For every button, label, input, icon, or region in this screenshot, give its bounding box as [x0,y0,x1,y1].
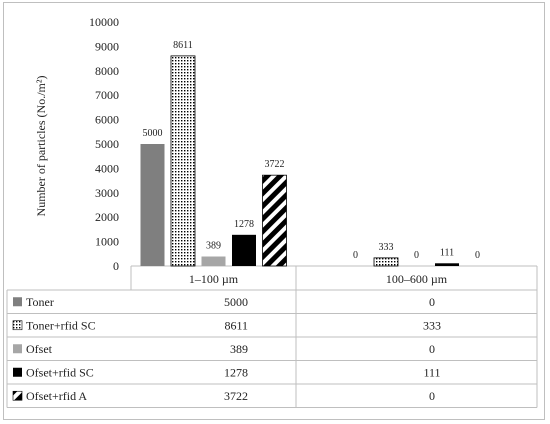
legend-swatch [12,320,23,331]
legend-label: Toner [26,295,54,309]
y-tick-label: 4000 [95,161,119,175]
legend-swatch [13,297,22,307]
legend-swatch [12,390,23,401]
legend-swatch [13,367,22,377]
bar-toner-rfid-sc [373,257,399,267]
data-label: 389 [206,241,221,252]
table-cell: 0 [429,295,435,309]
data-label: 0 [414,250,419,261]
data-label: 3722 [265,159,285,170]
table-cell: 0 [429,342,435,356]
data-label: 333 [379,242,394,253]
table-cell: 389 [230,342,248,356]
table-cell: 5000 [224,295,248,309]
bar-ofset-rfid-sc [232,234,256,266]
table-cell: 0 [429,389,435,403]
table-cell: 3722 [224,389,248,403]
data-label: 8611 [173,40,193,51]
legend-label: Ofset+rfid SC [26,365,94,379]
table-cell: 8611 [224,318,248,332]
chart-frame: Number of particles (No./m²) 0 1000 2000 30… [3,2,545,420]
legend-label: Ofset [26,342,53,356]
legend-label: Toner+rfid SC [26,318,96,332]
table-cell: 333 [423,318,441,332]
data-label: 0 [353,250,358,261]
bar-ofset-rfid-sc [435,263,459,266]
y-tick-label: 9000 [95,39,119,53]
y-tick-label: 1000 [95,235,119,249]
bar-ofset [201,256,226,266]
data-label: 0 [475,250,480,261]
y-axis-ticks: 0 1000 2000 3000 4000 5000 6000 7000 8000 9000 100… [89,15,119,273]
category-label: 100–600 µm [386,272,448,286]
data-label: 5000 [143,128,163,139]
axes-and-table-grid [6,265,538,408]
data-table: Toner 5000 0 Toner+rfid SC 8611 333 Ofset 389 0 O… [12,295,441,403]
y-tick-label: 3000 [95,186,119,200]
y-tick-label: 10000 [89,15,119,29]
legend-swatch [13,344,22,354]
bars [140,55,459,267]
y-tick-label: 6000 [95,113,119,127]
chart: Number of particles (No./m²) 0 1000 2000 30… [6,15,538,408]
table-cell: 1278 [224,365,248,379]
category-labels: 1–100 µm 100–600 µm [189,272,448,286]
bar-toner-rfid-sc [170,55,196,267]
y-tick-label: 5000 [95,137,119,151]
bar-ofset-rfid-a [262,174,287,267]
y-tick-label: 8000 [95,64,119,78]
table-cell: 111 [423,365,440,379]
category-label: 1–100 µm [189,272,239,286]
bar-toner [140,144,165,266]
y-tick-label: 0 [113,259,119,273]
legend-label: Ofset+rfid A [26,389,87,403]
data-label: 1278 [234,219,254,230]
data-label: 111 [440,247,454,258]
y-tick-label: 7000 [95,88,119,102]
y-axis-title: Number of particles (No./m²) [34,76,48,217]
data-labels: 5000 8611 389 1278 3722 0 333 0 111 0 [143,40,481,261]
y-tick-label: 2000 [95,210,119,224]
